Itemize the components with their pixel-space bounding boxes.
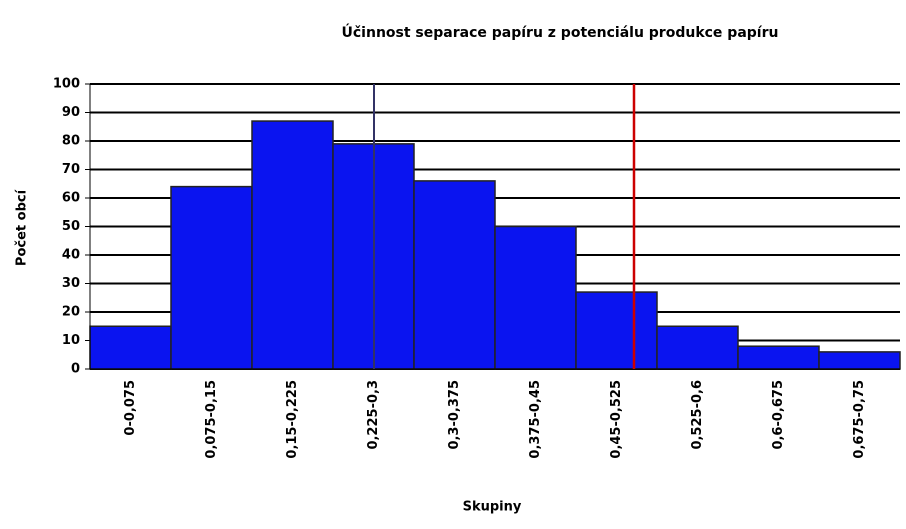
x-tick-label: 0,15-0,225 <box>285 380 300 459</box>
chart-title: Účinnost separace papíru z potenciálu pr… <box>342 23 779 41</box>
x-tick-label: 0,6-0,675 <box>771 380 786 450</box>
bar <box>413 180 496 370</box>
bar <box>170 185 253 370</box>
bar <box>575 291 658 370</box>
bar <box>737 345 820 370</box>
x-tick-label: 0,075-0,15 <box>204 380 219 459</box>
x-tick-label: 0,225-0,3 <box>366 380 381 450</box>
y-tick-label: 30 <box>62 276 80 291</box>
bar <box>656 325 739 370</box>
x-tick-label: 0,675-0,75 <box>852 380 867 459</box>
x-tick-label: 0,45-0,525 <box>609 380 624 459</box>
x-tick-label: 0-0,075 <box>123 380 138 436</box>
y-tick-label: 20 <box>62 305 80 320</box>
x-axis-label: Skupiny <box>463 500 522 515</box>
x-tick-label: 0,525-0,6 <box>690 380 705 450</box>
x-tick-label: 0,3-0,375 <box>447 380 462 450</box>
y-tick-label: 0 <box>71 362 80 377</box>
y-tick-label: 80 <box>62 134 80 149</box>
y-tick-label: 100 <box>53 77 80 92</box>
y-tick-label: 10 <box>62 333 80 348</box>
y-tick-label: 40 <box>62 248 80 263</box>
bar <box>494 225 577 370</box>
x-tick-label: 0,375-0,45 <box>528 380 543 459</box>
y-tick-label: 60 <box>62 191 80 206</box>
y-tick-label: 70 <box>62 162 80 177</box>
bar <box>89 325 172 370</box>
y-axis-label: Počet obcí <box>15 188 30 266</box>
bar <box>818 351 901 370</box>
bar <box>251 120 334 370</box>
y-tick-label: 50 <box>62 219 80 234</box>
y-tick-label: 90 <box>62 105 80 120</box>
